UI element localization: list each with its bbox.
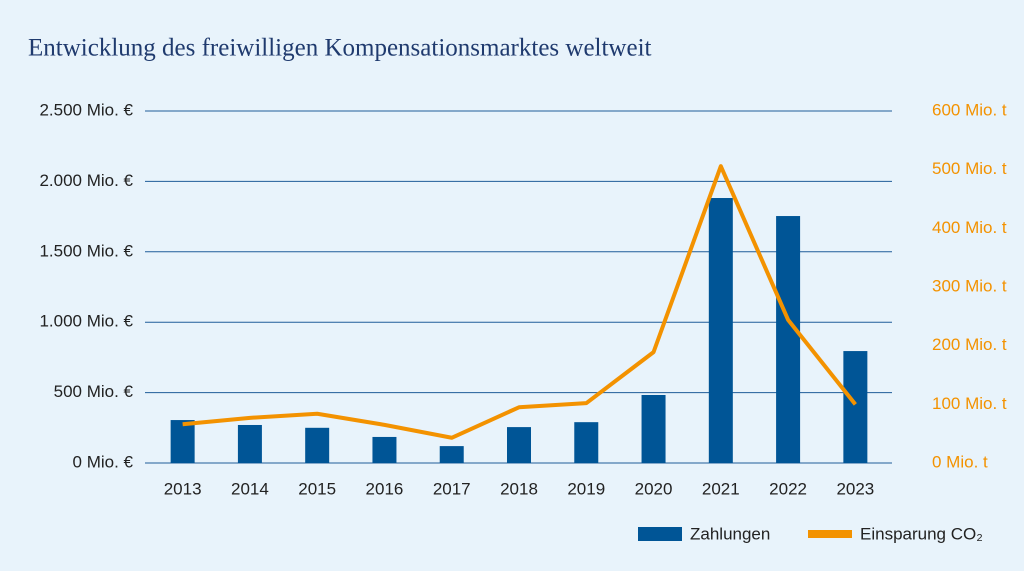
bar	[641, 394, 666, 463]
line	[182, 164, 857, 440]
y2-tick-label: 400 Mio. t	[932, 218, 1007, 237]
y-tick-label: 2.500 Mio. €	[39, 100, 133, 119]
x-tick-label: 2023	[836, 479, 874, 498]
x-tick-label: 2020	[635, 479, 673, 498]
y2-tick-label: 300 Mio. t	[932, 276, 1007, 295]
legend-label: Zahlungen	[690, 524, 770, 543]
bar	[305, 427, 330, 463]
bar	[372, 436, 397, 463]
legend-label: Einsparung CO₂	[860, 524, 983, 543]
x-tick-label: 2022	[769, 479, 807, 498]
x-tick-label: 2013	[164, 479, 202, 498]
bar	[237, 424, 262, 463]
x-tick-label: 2015	[298, 479, 336, 498]
chart-title: Entwicklung des freiwilligen Kompensatio…	[28, 35, 652, 62]
x-tick-label: 2019	[567, 479, 605, 498]
bar	[843, 351, 868, 463]
x-tick-label: 2016	[366, 479, 404, 498]
bar	[574, 422, 599, 463]
y2-tick-label: 200 Mio. t	[932, 335, 1007, 354]
x-tick-label: 2021	[702, 479, 740, 498]
y-tick-label: 1.000 Mio. €	[39, 312, 133, 331]
bar	[170, 420, 195, 463]
y2-tick-label: 500 Mio. t	[932, 159, 1007, 178]
y2-tick-label: 0 Mio. t	[932, 452, 988, 471]
y2-tick-label: 100 Mio. t	[932, 394, 1007, 413]
y2-tick-label: 600 Mio. t	[932, 100, 1007, 119]
bar	[776, 216, 801, 463]
x-tick-label: 2018	[500, 479, 538, 498]
y-tick-label: 0 Mio. €	[73, 452, 134, 471]
legend-swatch	[808, 530, 852, 538]
bar	[708, 198, 733, 463]
bar	[439, 446, 464, 463]
legend-swatch	[638, 527, 682, 541]
y-tick-label: 2.000 Mio. €	[39, 171, 133, 190]
x-tick-label: 2014	[231, 479, 269, 498]
x-tick-label: 2017	[433, 479, 471, 498]
bar	[507, 427, 531, 463]
y-tick-label: 1.500 Mio. €	[39, 241, 133, 260]
y-tick-label: 500 Mio. €	[54, 382, 134, 401]
